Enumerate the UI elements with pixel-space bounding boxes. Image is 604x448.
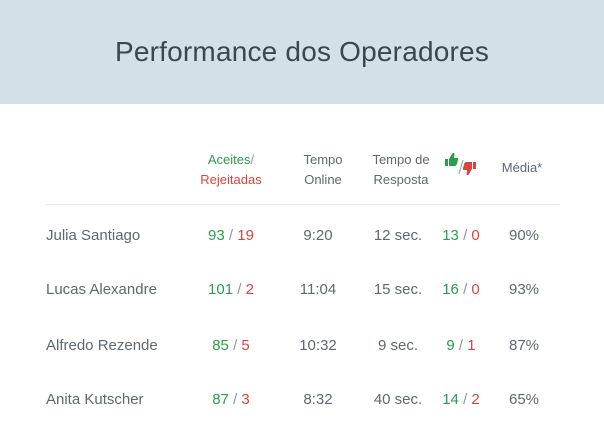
operator-name: Lucas Alexandre [46,281,157,298]
accepted-rejected-cell: 93 / 19 [208,227,254,244]
table-row[interactable]: Lucas Alexandre 101 / 2 11:04 15 sec. 16… [46,281,559,305]
rating-cell: 16 / 0 [442,281,480,298]
rating-cell: 14 / 2 [442,391,480,408]
rating-cell: 9 / 1 [446,337,476,354]
response-time-cell: 15 sec. [373,281,423,298]
header-average[interactable]: Média* [492,158,552,178]
operator-name: Alfredo Rezende [46,337,158,354]
rating-cell: 13 / 0 [442,227,480,244]
table-row[interactable]: Julia Santiago 93 / 19 9:20 12 sec. 13 /… [46,227,559,251]
accepted-rejected-cell: 85 / 5 [212,337,250,354]
response-time-cell: 12 sec. [373,227,423,244]
accepted-rejected-cell: 101 / 2 [208,281,254,298]
header-accepted: Aceites [207,152,251,167]
header-response-line2: Resposta [373,172,429,187]
rating-icons [445,152,476,176]
online-time-cell: 8:32 [303,391,333,408]
online-time-cell: 11:04 [299,281,337,298]
average-cell: 87% [508,337,540,354]
average-cell: 90% [508,227,540,244]
header-online-line2: Online [304,172,342,187]
online-time-cell: 9:20 [303,227,333,244]
thumbs-up-icon [445,152,459,166]
header-slash: / [250,152,255,167]
header-rejected: Rejeitadas [200,172,262,187]
header-response-time[interactable]: Tempo de Resposta [364,150,438,190]
page-header: Performance dos Operadores [0,0,604,104]
average-cell: 93% [508,281,540,298]
table-row[interactable]: Alfredo Rezende 85 / 5 10:32 9 sec. 9 / … [46,337,559,361]
header-average-label: Média* [501,160,543,175]
average-cell: 65% [508,391,540,408]
response-time-cell: 40 sec. [373,391,423,408]
operator-name: Anita Kutscher [46,391,144,408]
operator-name: Julia Santiago [46,227,141,244]
header-response-line1: Tempo de [372,152,430,167]
table-row[interactable]: Anita Kutscher 87 / 3 8:32 40 sec. 14 / … [46,391,559,415]
header-accepted-rejected[interactable]: Aceites/ Rejeitadas [186,150,276,190]
response-time-cell: 9 sec. [377,337,419,354]
accepted-rejected-cell: 87 / 3 [212,391,250,408]
header-online-time[interactable]: Tempo Online [288,150,358,190]
header-rating[interactable] [444,152,478,184]
thumbs-down-icon [462,162,476,176]
header-online-line1: Tempo [303,152,343,167]
online-time-cell: 10:32 [299,337,337,354]
header-divider [46,204,559,205]
page-title: Performance dos Operadores [114,36,490,67]
